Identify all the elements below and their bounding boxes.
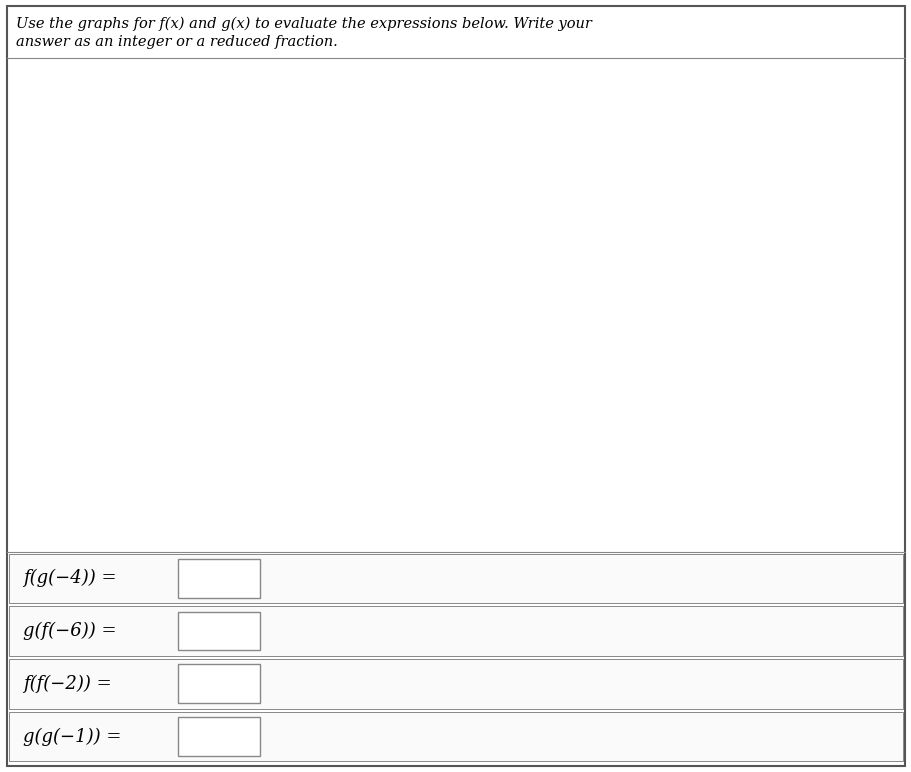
Text: g(g(−1)) =: g(g(−1)) = bbox=[23, 727, 121, 746]
Bar bbox=[178, 611, 260, 650]
Bar bbox=[9, 606, 902, 656]
Bar bbox=[178, 559, 260, 598]
Text: x: x bbox=[429, 290, 436, 303]
Text: f(g(−4)) =: f(g(−4)) = bbox=[23, 569, 117, 587]
Text: g(x): g(x) bbox=[691, 84, 719, 98]
Bar bbox=[9, 554, 902, 603]
Bar bbox=[9, 712, 902, 761]
Text: x: x bbox=[866, 290, 874, 303]
Text: answer as an integer or a reduced fraction.: answer as an integer or a reduced fracti… bbox=[16, 35, 338, 49]
Text: Use the graphs for f(x) and g(x) to evaluate the expressions below. Write your: Use the graphs for f(x) and g(x) to eval… bbox=[16, 17, 591, 32]
Bar bbox=[9, 659, 902, 709]
Bar bbox=[178, 717, 260, 756]
Text: g(f(−6)) =: g(f(−6)) = bbox=[23, 622, 117, 640]
Text: f(f(−2)) =: f(f(−2)) = bbox=[23, 675, 111, 692]
Bar bbox=[178, 664, 260, 703]
Text: f(x): f(x) bbox=[254, 84, 278, 98]
